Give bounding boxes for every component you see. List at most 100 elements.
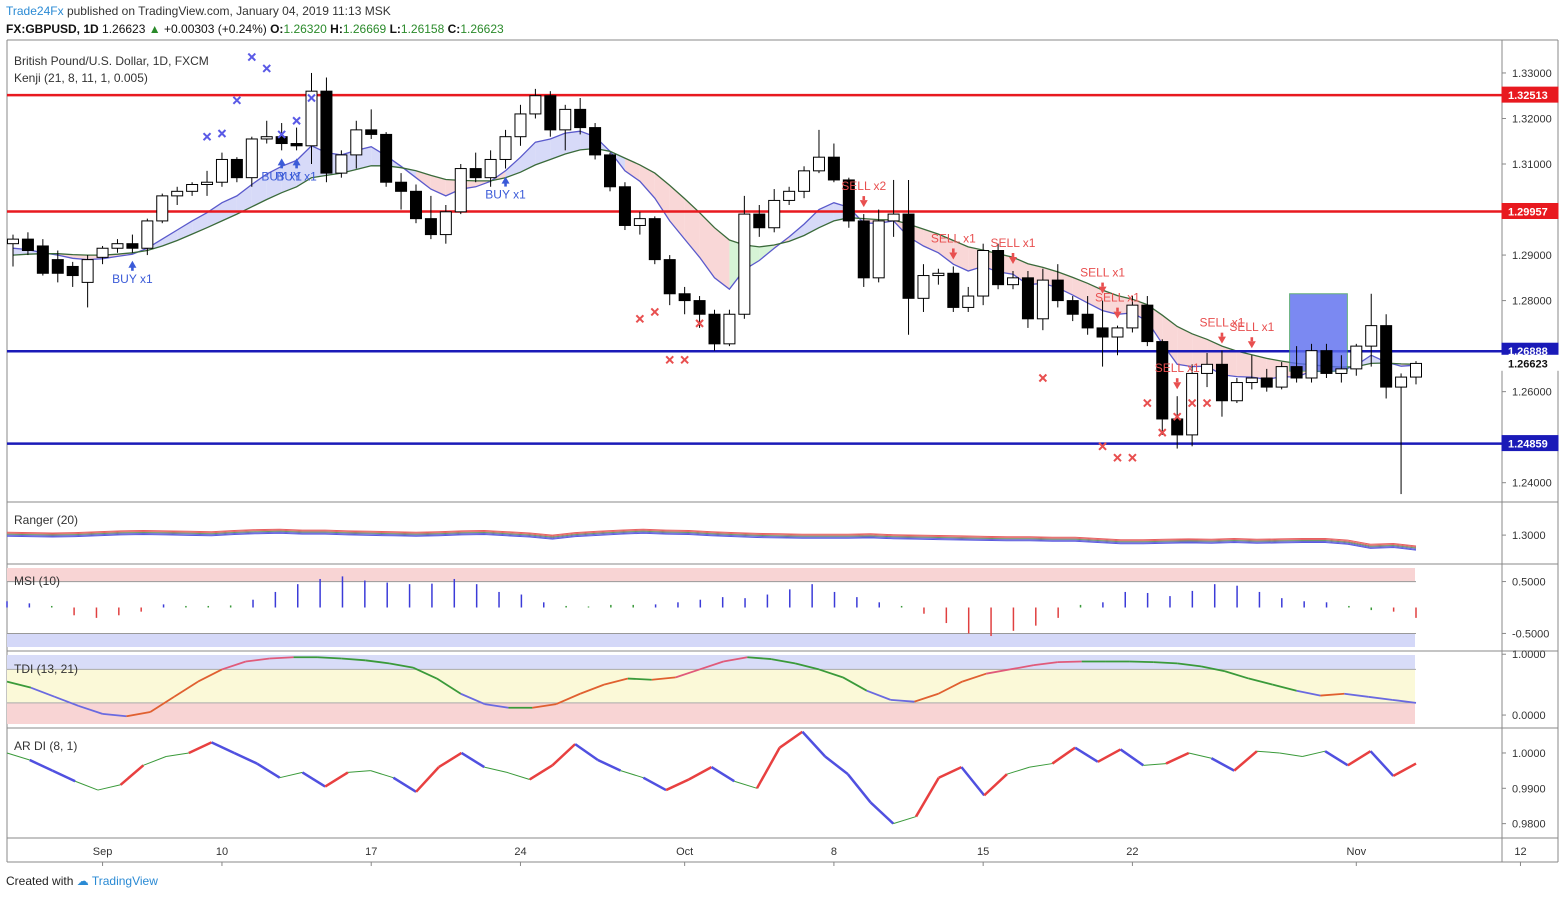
low-value: 1.26158 bbox=[400, 22, 445, 36]
ardi-line-segment bbox=[710, 766, 735, 783]
buy-arrow-icon bbox=[280, 164, 283, 169]
tradingview-link[interactable]: TradingView bbox=[91, 874, 158, 888]
tdi-line-segment bbox=[699, 660, 724, 671]
tdi-line-segment bbox=[1320, 692, 1345, 697]
msi-title: MSI (10) bbox=[14, 574, 60, 588]
ardi-line-segment bbox=[801, 730, 827, 758]
ardi-line-segment bbox=[938, 765, 963, 779]
high-value: 1.26669 bbox=[342, 22, 387, 36]
candle-body bbox=[827, 156, 840, 181]
ardi-line-segment bbox=[74, 780, 99, 791]
ardi-line-segment bbox=[1233, 750, 1258, 772]
candle-body bbox=[977, 250, 990, 297]
pane-tick-label: 0.9900 bbox=[1512, 783, 1546, 795]
ardi-line-segment bbox=[960, 766, 986, 797]
candle-body bbox=[215, 158, 228, 183]
tdi-line-segment bbox=[126, 711, 151, 718]
candle-body bbox=[663, 259, 676, 295]
candle-body bbox=[424, 218, 437, 236]
ardi-line-segment bbox=[1006, 766, 1030, 775]
ardi-line-segment bbox=[914, 777, 940, 818]
sell-arrow-icon bbox=[1011, 253, 1015, 257]
candle-body bbox=[111, 243, 124, 249]
signal-cross-mark bbox=[1172, 412, 1182, 421]
time-axis-label: 22 bbox=[1126, 846, 1138, 858]
candle-body bbox=[454, 168, 467, 213]
tradingview-logo-icon[interactable]: ☁ bbox=[76, 874, 89, 888]
buy-arrow-icon bbox=[131, 266, 134, 271]
candle-body bbox=[887, 213, 900, 222]
candle-body bbox=[290, 143, 303, 147]
ardi-line-segment bbox=[824, 755, 849, 776]
candle-body bbox=[260, 136, 273, 140]
signal-cross-mark bbox=[1202, 398, 1212, 408]
tdi-line-segment bbox=[317, 656, 342, 660]
signal-cross-mark bbox=[1187, 398, 1197, 408]
sell-arrow-icon bbox=[1116, 307, 1119, 312]
candle-body bbox=[768, 199, 781, 229]
sell-arrow-icon bbox=[949, 252, 958, 260]
candle-body bbox=[1365, 325, 1378, 347]
price-tick-label: 1.26000 bbox=[1512, 387, 1552, 399]
signal-cross-mark bbox=[247, 52, 257, 62]
tdi-line-segment bbox=[555, 692, 581, 705]
ardi-line-segment bbox=[301, 771, 326, 788]
ohlc-header: FX:GBPUSD, 1D 1.26623 ▲ +0.00303 (+0.24%… bbox=[6, 22, 504, 36]
tdi-line-segment bbox=[532, 703, 557, 709]
candle-body bbox=[469, 168, 482, 179]
tdi-line-segment bbox=[388, 662, 414, 669]
sell-arrow-icon bbox=[862, 196, 866, 201]
candle-body bbox=[126, 243, 139, 249]
candle-body bbox=[857, 220, 870, 279]
ranger-band-line bbox=[6, 531, 1417, 550]
candle-body bbox=[1111, 327, 1124, 338]
signal-cross-mark bbox=[307, 93, 316, 103]
sell-signal-label: SELL x1 bbox=[931, 231, 976, 245]
publish-header: Trade24Fx published on TradingView.com, … bbox=[6, 4, 391, 18]
time-axis-label: Oct bbox=[676, 846, 693, 858]
candle-body bbox=[544, 95, 557, 131]
price-tick-label: 1.24000 bbox=[1512, 478, 1552, 490]
signal-cross-mark bbox=[1158, 428, 1167, 437]
tdi-line-segment bbox=[1272, 683, 1297, 692]
ardi-line-segment bbox=[1188, 752, 1212, 759]
pane-tick-label: 0.5000 bbox=[1512, 577, 1546, 589]
tdi-title: TDI (13, 21) bbox=[14, 662, 78, 676]
kenji-cloud-segment bbox=[221, 195, 237, 221]
ardi-line-segment bbox=[869, 801, 895, 825]
candle-body bbox=[693, 300, 706, 315]
brand-link[interactable]: Trade24Fx bbox=[6, 4, 64, 18]
tdi-line-segment bbox=[412, 666, 438, 680]
kenji-indicator-label: Kenji (21, 8, 11, 1, 0.005) bbox=[14, 71, 148, 85]
buy-signal-label: BUY x1 bbox=[276, 169, 317, 183]
ranger-band-line bbox=[6, 528, 1417, 547]
time-axis-label: 24 bbox=[514, 846, 526, 858]
main-pane-title: British Pound/U.S. Dollar, 1D, FXCM bbox=[14, 54, 209, 68]
signal-cross-mark bbox=[695, 319, 704, 328]
candle-body bbox=[1335, 368, 1348, 374]
ardi-line-segment bbox=[188, 741, 213, 755]
signal-cross-mark bbox=[665, 355, 674, 364]
signal-cross-mark bbox=[1128, 453, 1137, 462]
kenji-cloud-segment bbox=[654, 173, 670, 221]
signal-cross-mark bbox=[1113, 453, 1122, 462]
tdi-line-segment bbox=[603, 677, 629, 686]
tdi-line-segment bbox=[1057, 660, 1082, 664]
ardi-line-segment bbox=[1256, 750, 1280, 754]
ardi-line-segment bbox=[119, 764, 145, 786]
candle-body bbox=[514, 113, 527, 138]
price-badge bbox=[1501, 202, 1559, 219]
candle-body bbox=[932, 272, 945, 277]
candle-body bbox=[51, 259, 64, 274]
candle-body bbox=[917, 275, 930, 299]
candle-body bbox=[1215, 363, 1228, 402]
candle-body bbox=[245, 138, 258, 179]
kenji-cloud-segment bbox=[639, 164, 655, 199]
tdi-line-segment bbox=[6, 680, 32, 689]
kenji-cloud-segment bbox=[714, 227, 730, 290]
ardi-line-segment bbox=[1143, 763, 1167, 766]
kenji-cloud-segment bbox=[162, 230, 178, 246]
candle-body bbox=[439, 211, 452, 236]
open-label: O: bbox=[270, 22, 284, 36]
